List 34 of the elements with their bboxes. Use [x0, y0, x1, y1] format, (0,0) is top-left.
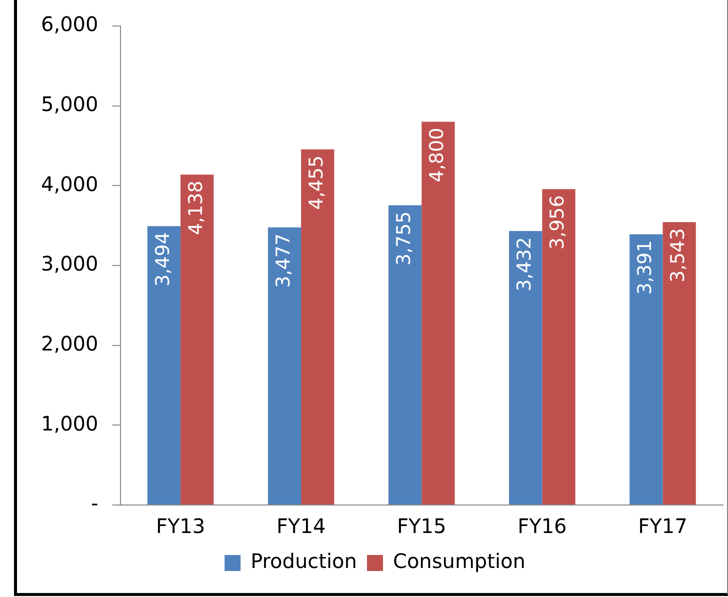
x-tick-label: FY17	[638, 514, 688, 538]
bar	[630, 234, 663, 504]
y-tick-label: 5,000	[40, 92, 98, 116]
data-label: 3,543	[667, 228, 690, 283]
bar	[662, 222, 696, 504]
x-tick-label: FY16	[518, 514, 567, 538]
data-label: 3,494	[152, 232, 174, 286]
bar	[422, 122, 455, 504]
legend-label: Consumption	[392, 549, 526, 574]
data-label: 3,956	[546, 195, 569, 250]
x-tick-label: FY13	[156, 514, 206, 538]
data-label: 3,391	[634, 240, 656, 295]
y-tick-label: 6,000	[40, 12, 98, 36]
x-tick-label: FY14	[276, 514, 326, 538]
x-tick-label: FY15	[397, 514, 446, 538]
y-tick-label: 4,000	[40, 172, 98, 196]
bar	[542, 189, 576, 504]
data-label: 4,138	[185, 180, 208, 236]
data-label: 4,455	[306, 155, 328, 210]
bar	[388, 205, 422, 504]
bar	[268, 227, 302, 504]
y-tick-label: 2,000	[40, 332, 98, 356]
bar	[147, 226, 181, 504]
y-tick-label: 3,000	[40, 252, 98, 276]
data-label: 4,800	[426, 128, 448, 182]
data-label: 3,755	[392, 211, 415, 266]
y-tick-label: 1,000	[40, 411, 98, 436]
bar	[509, 231, 542, 504]
bar	[180, 174, 214, 504]
y-tick-label: -	[91, 491, 98, 516]
bar	[301, 149, 334, 504]
legend-label: Production	[250, 549, 357, 574]
data-label: 3,477	[272, 233, 294, 288]
data-label: 3,432	[514, 237, 536, 292]
